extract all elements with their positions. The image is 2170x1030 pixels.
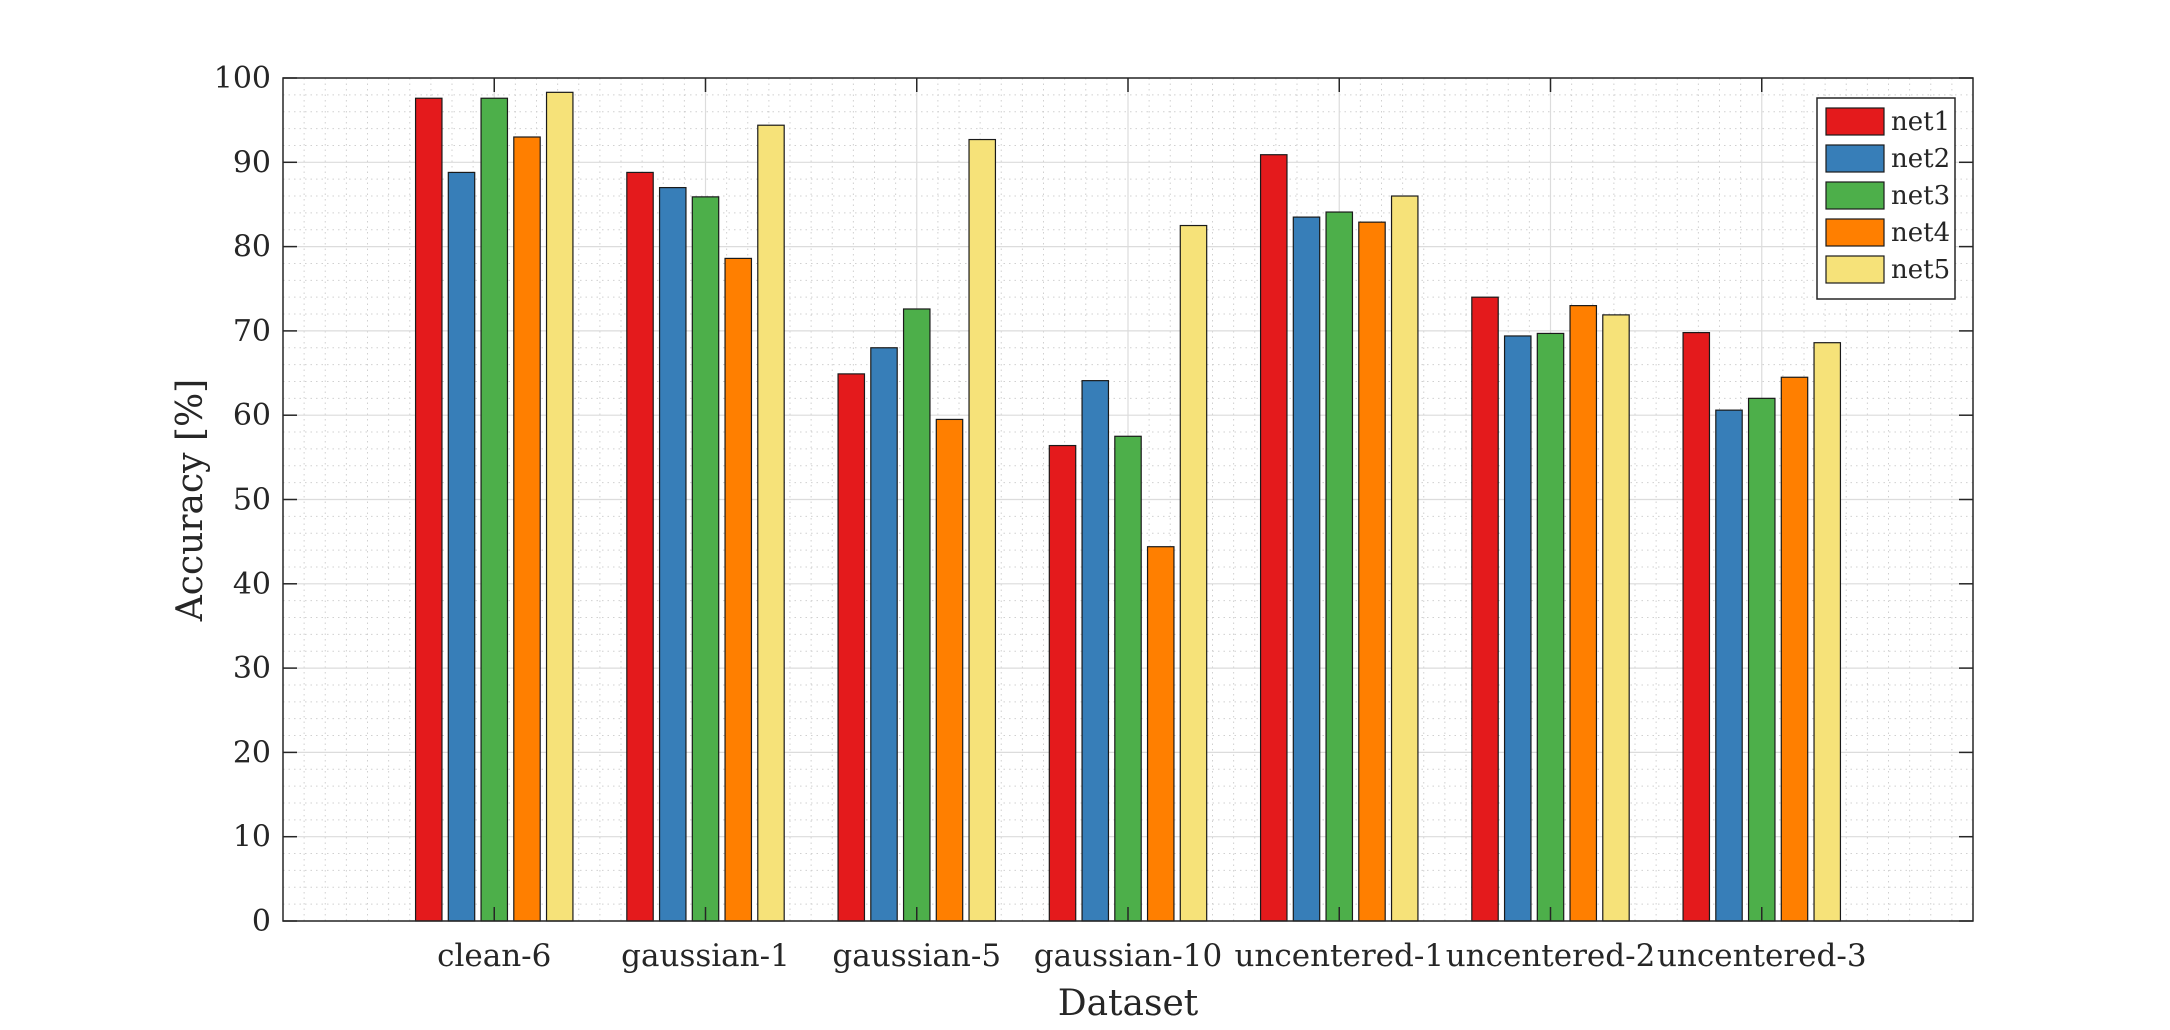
bar-net3-gaussian-1 [691, 196, 720, 922]
bar-net1-uncentered-3 [1682, 331, 1711, 922]
bar-net1-gaussian-1 [626, 171, 654, 922]
bars [414, 91, 1842, 922]
y-tick-label: 0 [252, 904, 271, 939]
bar-net4-uncentered-2 [1569, 305, 1598, 922]
x-axis-title: Dataset [1058, 983, 1199, 1024]
bar-net5-gaussian-1 [757, 124, 785, 922]
legend-label-net5: net5 [1891, 255, 1950, 285]
bar-net3-uncentered-3 [1747, 397, 1776, 922]
bar-net2-gaussian-1 [658, 186, 687, 922]
legend-swatch-net2 [1825, 144, 1885, 173]
bar-net5-uncentered-3 [1813, 342, 1842, 922]
legend-swatch-net5 [1825, 255, 1885, 284]
y-tick-label: 50 [233, 483, 271, 518]
y-tick-label: 60 [233, 398, 271, 433]
bar-net2-gaussian-5 [870, 347, 898, 922]
y-tick-label: 100 [214, 61, 271, 96]
legend-label-net4: net4 [1891, 218, 1950, 248]
x-category-label: uncentered-1 [1234, 938, 1444, 974]
bar-net4-uncentered-1 [1358, 221, 1386, 922]
y-tick-label: 10 [233, 820, 271, 855]
x-axis-labels: clean-6 gaussian-1 gaussian-5 gaussian-10 un… [437, 78, 1867, 974]
bar-net4-gaussian-5 [935, 418, 964, 922]
bar-net5-uncentered-2 [1602, 314, 1630, 922]
bar-net2-uncentered-1 [1292, 216, 1321, 922]
bar-net2-clean-6 [447, 171, 476, 922]
x-category-label: uncentered-2 [1446, 938, 1656, 974]
bar-net4-gaussian-1 [724, 257, 753, 922]
x-category-label: clean-6 [437, 938, 551, 974]
bar-net3-clean-6 [480, 97, 509, 922]
legend-swatch-net4 [1825, 218, 1885, 247]
bar-net1-uncentered-2 [1471, 296, 1499, 922]
bar-net1-gaussian-10 [1048, 444, 1077, 922]
y-axis-ticks: 0 10 20 30 40 50 60 70 80 90 100 [214, 61, 1973, 939]
bar-net2-uncentered-3 [1715, 409, 1743, 922]
legend-label-net2: net2 [1891, 144, 1950, 174]
x-category-label: gaussian-5 [832, 938, 1001, 974]
bar-net2-gaussian-10 [1081, 380, 1110, 922]
legend-label-net1: net1 [1891, 107, 1950, 137]
bar-net4-uncentered-3 [1780, 376, 1809, 922]
y-tick-label: 80 [233, 230, 271, 265]
legend: net1 net2 net3 net4 net5 [1816, 97, 1956, 300]
x-category-label: uncentered-3 [1657, 938, 1867, 974]
y-tick-label: 90 [233, 145, 271, 180]
bar-net3-uncentered-2 [1536, 332, 1565, 922]
bar-net5-gaussian-10 [1179, 224, 1208, 922]
x-category-label: gaussian-1 [621, 938, 790, 974]
bar-net4-clean-6 [513, 136, 541, 922]
bar-net3-gaussian-10 [1114, 435, 1142, 922]
bar-net5-uncentered-1 [1390, 195, 1419, 922]
y-tick-label: 70 [233, 314, 271, 349]
legend-swatch-net3 [1825, 181, 1885, 210]
bar-net5-clean-6 [545, 91, 574, 922]
bar-net3-gaussian-5 [902, 308, 931, 922]
bar-net1-clean-6 [414, 97, 443, 922]
legend-swatch-net1 [1825, 107, 1885, 136]
bar-net2-uncentered-2 [1503, 335, 1532, 922]
bar-net1-uncentered-1 [1259, 154, 1288, 922]
bar-net5-gaussian-5 [968, 138, 997, 922]
y-tick-label: 30 [233, 651, 271, 686]
y-tick-label: 20 [233, 735, 271, 770]
bar-net1-gaussian-5 [837, 373, 866, 922]
y-axis-title: Accuracy [%] [170, 379, 211, 622]
bar-net4-gaussian-10 [1146, 546, 1175, 922]
bar-net3-uncentered-1 [1325, 211, 1354, 922]
y-tick-label: 40 [233, 567, 271, 602]
legend-label-net3: net3 [1891, 181, 1950, 211]
x-category-label: gaussian-10 [1034, 938, 1222, 974]
